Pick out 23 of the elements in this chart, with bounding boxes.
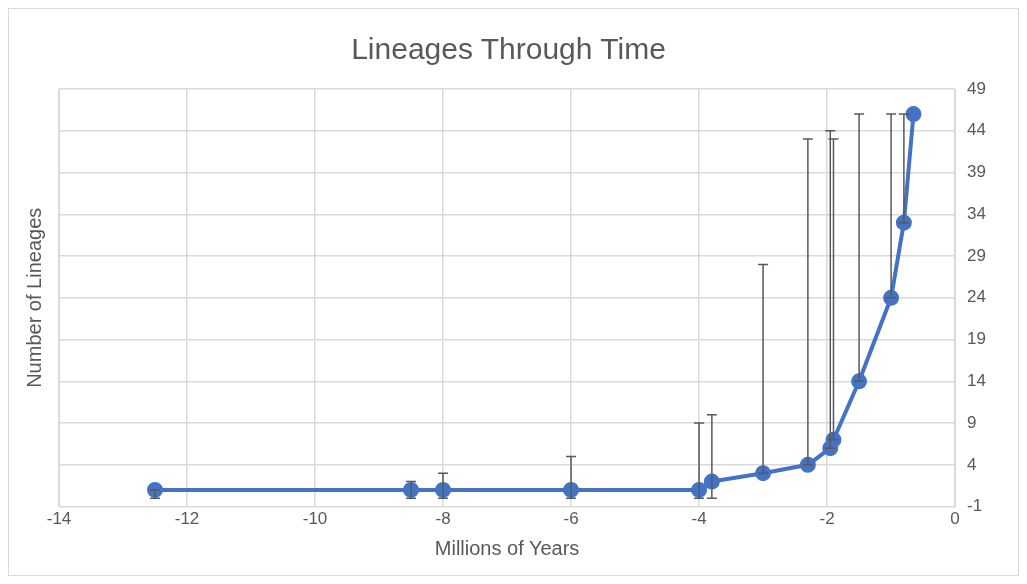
- y-tick-label: -1: [967, 496, 983, 516]
- y-tick-label: 4: [967, 454, 977, 474]
- x-tick-label: -8: [435, 509, 451, 529]
- x-tick-label: -6: [563, 509, 579, 529]
- y-tick-label: 49: [967, 78, 987, 98]
- x-tick-label: -14: [46, 509, 72, 529]
- y-tick-label: 24: [967, 287, 987, 307]
- x-tick-label: -4: [691, 509, 707, 529]
- y-tick-label: 19: [967, 329, 987, 349]
- y-tick-label: 14: [967, 371, 987, 391]
- x-tick-label: -12: [174, 509, 200, 529]
- y-tick-label: 39: [967, 162, 987, 182]
- y-tick-label: 9: [967, 412, 977, 432]
- x-tick-label: 0: [950, 509, 960, 529]
- y-tick-label: 44: [967, 120, 987, 140]
- point: [905, 106, 922, 123]
- y-axis-title: Number of Lineages: [22, 207, 45, 388]
- y-tick-label: 29: [967, 245, 987, 265]
- chart-title: Lineages Through Time: [351, 32, 666, 66]
- y-tick-label: 34: [967, 203, 987, 223]
- x-tick-label: -10: [302, 509, 328, 529]
- x-axis-title: Millions of Years: [434, 536, 580, 559]
- x-tick-label: -2: [819, 509, 835, 529]
